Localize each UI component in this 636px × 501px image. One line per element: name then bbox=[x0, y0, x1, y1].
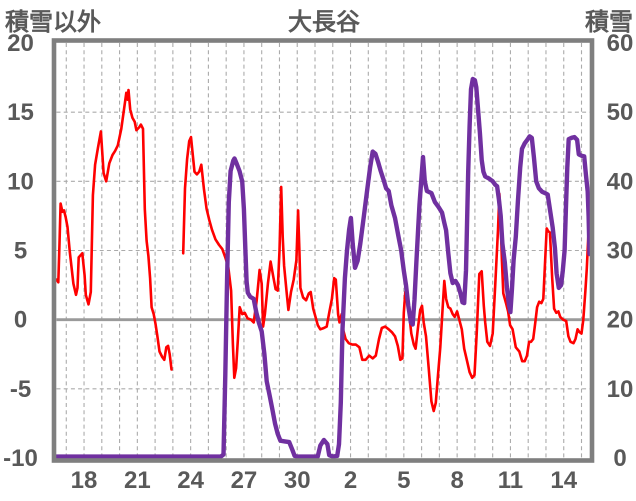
x-axis-tick-label: 21 bbox=[124, 467, 151, 494]
right-axis-tick-label: 60 bbox=[607, 30, 634, 57]
left-axis-tick-label: 5 bbox=[14, 238, 27, 265]
left-axis-tick-label: 10 bbox=[7, 168, 34, 195]
x-axis-tick-label: 30 bbox=[284, 467, 311, 494]
left-axis-tick-label: -5 bbox=[10, 376, 31, 403]
right-axis-title: 積雪 bbox=[585, 9, 633, 36]
x-axis-tick-label: 2 bbox=[344, 467, 357, 494]
left-axis-tick-label: 20 bbox=[7, 30, 34, 57]
snow-depth-line bbox=[54, 76, 592, 459]
right-axis-tick-label: 40 bbox=[607, 168, 634, 195]
x-axis-tick-label: 14 bbox=[550, 467, 577, 494]
x-axis-tick-label: 18 bbox=[71, 467, 98, 494]
x-axis-tick-label: 11 bbox=[498, 467, 523, 494]
right-axis-tick-label: 30 bbox=[607, 238, 634, 265]
x-axis-tick-label: 5 bbox=[397, 467, 410, 494]
right-axis-tick-label: 50 bbox=[607, 99, 634, 126]
left-axis-title: 積雪以外 bbox=[5, 9, 101, 36]
left-axis-tick-label: -10 bbox=[3, 445, 38, 472]
left-axis-tick-label: 0 bbox=[14, 307, 27, 334]
right-axis-tick-label: 20 bbox=[607, 307, 634, 334]
temperature-line bbox=[181, 135, 591, 413]
plot-border bbox=[51, 38, 595, 463]
x-axis-tick-label: 8 bbox=[450, 467, 463, 494]
left-axis-tick-label: 15 bbox=[7, 99, 34, 126]
chart-title: 大長谷 bbox=[288, 9, 360, 36]
temperature-line bbox=[55, 88, 173, 371]
x-axis-tick-label: 24 bbox=[177, 467, 204, 494]
right-axis-tick-label: 10 bbox=[607, 376, 634, 403]
x-axis-tick-label: 27 bbox=[231, 467, 258, 494]
right-axis-tick-label: 0 bbox=[613, 445, 626, 472]
